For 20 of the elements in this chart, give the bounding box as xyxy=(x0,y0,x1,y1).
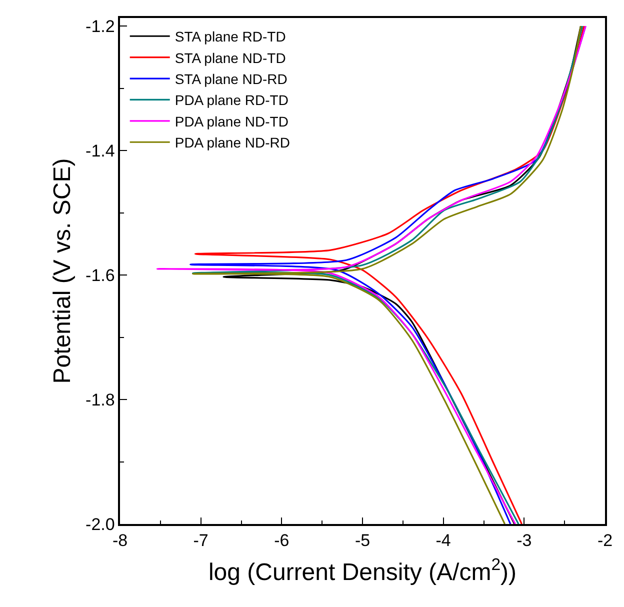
y-tick-label: -1.4 xyxy=(86,142,115,161)
y-tick-label: -1.6 xyxy=(86,266,115,285)
y-tick-label: -1.8 xyxy=(86,390,115,410)
x-tick-label: -3 xyxy=(516,531,532,550)
x-tick-label: -4 xyxy=(436,531,451,550)
legend-label: PDA plane ND-RD xyxy=(174,134,290,151)
x-axis-title: log (Current Density (A/cm$^{2}$)) xyxy=(208,554,517,586)
x-tick-label: -8 xyxy=(112,531,128,550)
legend-label: PDA plane RD-TD xyxy=(174,92,288,108)
y-axis-title: Potential (V vs. SCE) xyxy=(49,158,76,384)
legend-label: STA plane ND-RD xyxy=(174,70,288,87)
x-tick-label: -7 xyxy=(193,531,208,550)
legend-label: STA plane RD-TD xyxy=(174,28,286,45)
legend-label: STA plane ND-TD xyxy=(174,50,286,66)
y-tick-label: -2.0 xyxy=(86,514,115,534)
legend-label: PDA plane ND-TD xyxy=(174,113,288,130)
y-tick-label: -1.2 xyxy=(86,17,115,36)
x-tick-label: -6 xyxy=(274,531,290,550)
x-tick-label: -2 xyxy=(597,531,613,550)
x-tick-label: -5 xyxy=(354,531,370,550)
